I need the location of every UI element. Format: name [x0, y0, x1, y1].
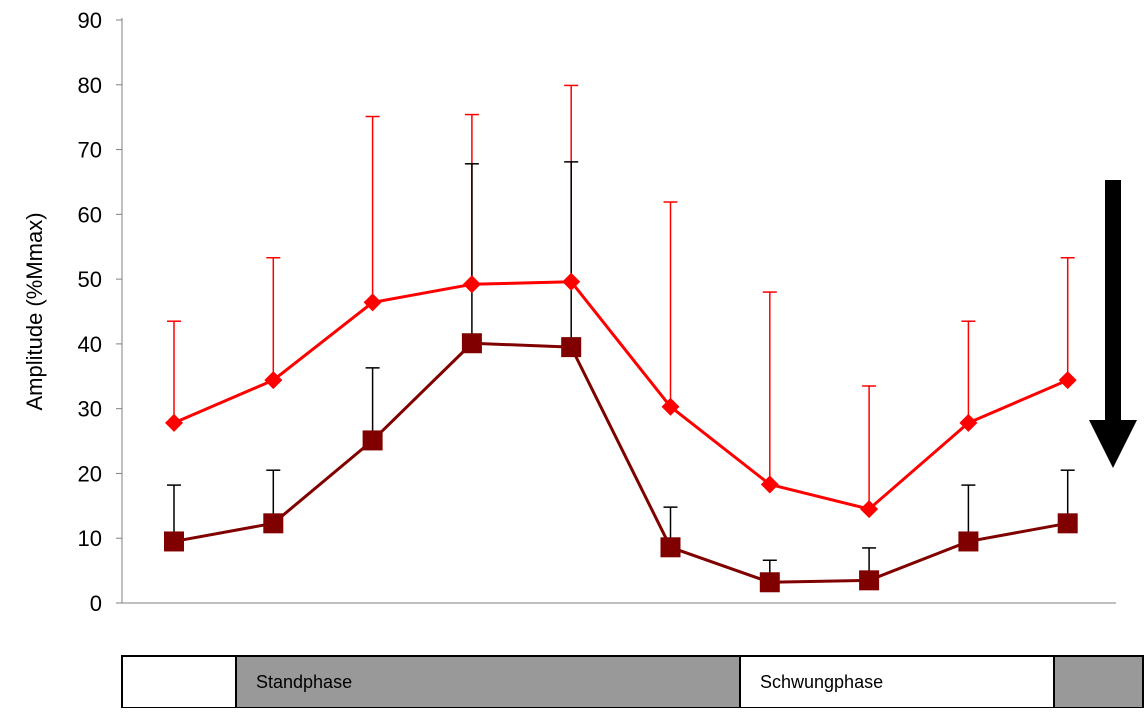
phase-segment	[1053, 655, 1144, 709]
diamond-marker	[264, 371, 283, 390]
phase-segment-box	[235, 655, 741, 709]
square-marker	[164, 531, 184, 552]
y-tick-label: 50	[78, 267, 102, 292]
arrow-head	[1089, 420, 1137, 468]
diamond-marker	[562, 272, 581, 291]
series-line-1	[173, 280, 1069, 511]
y-tick-label: 60	[78, 202, 102, 227]
diamond-marker	[363, 293, 382, 312]
data-markers	[164, 272, 1078, 593]
diamond-marker	[860, 500, 879, 519]
diamond-marker	[959, 413, 978, 432]
arrow-shaft	[1105, 180, 1121, 420]
square-marker	[958, 531, 979, 552]
axes: 0 10 20 30 40 50 60 70 80 90 Amplitude (%Mmax)	[22, 8, 1116, 616]
y-tick-label: 70	[78, 138, 102, 163]
series-line-2	[173, 341, 1068, 584]
phase-label: Schwungphase	[760, 672, 883, 692]
square-marker	[759, 572, 780, 593]
y-tick-label: 30	[78, 397, 102, 422]
diamond-marker	[165, 413, 183, 432]
phase-segment	[121, 655, 237, 709]
diamond-marker	[661, 397, 680, 416]
phase-segment-box	[121, 655, 237, 709]
diamond-marker	[462, 275, 481, 294]
error-bars	[167, 84, 1075, 583]
y-tick-label: 20	[78, 461, 102, 486]
trend-arrow	[1089, 180, 1137, 468]
y-axis-title: Amplitude (%Mmax)	[22, 212, 47, 410]
diamond-marker	[760, 475, 779, 494]
gait-phase-bar: Standphase Schwungphase	[121, 655, 1144, 709]
y-tick-label: 80	[78, 73, 102, 98]
square-marker	[1057, 513, 1078, 534]
y-tick-label: 0	[90, 591, 102, 616]
square-marker	[561, 337, 582, 358]
phase-segment-box	[1053, 655, 1144, 709]
phase-segment: Standphase	[235, 655, 741, 709]
square-marker	[362, 430, 383, 451]
square-marker	[660, 537, 681, 558]
phase-label: Standphase	[256, 672, 352, 692]
y-tick-label: 90	[78, 8, 102, 33]
square-marker	[461, 333, 482, 354]
y-tick-label: 40	[78, 332, 102, 357]
series-lines	[173, 280, 1069, 584]
square-marker	[263, 513, 284, 534]
y-tick-label: 10	[78, 526, 102, 551]
phase-segment: Schwungphase	[739, 655, 1055, 709]
square-marker	[859, 570, 880, 591]
phase-segment-box	[739, 655, 1055, 709]
diamond-marker	[1058, 371, 1077, 390]
